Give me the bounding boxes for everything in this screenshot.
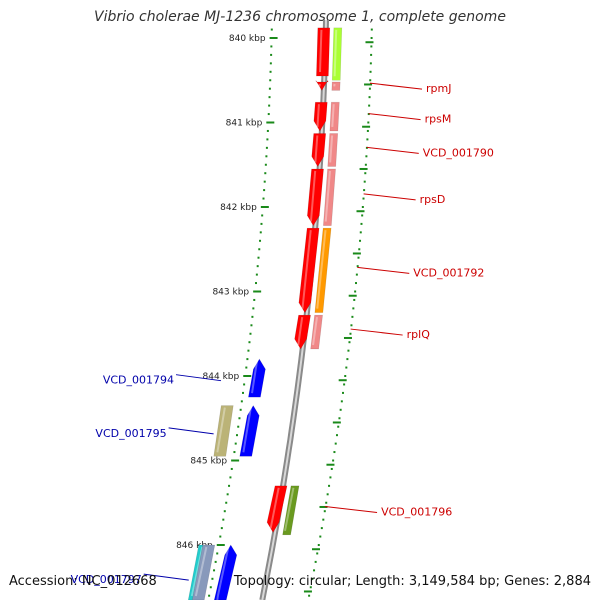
leader-line xyxy=(368,113,421,121)
kbp-tick-label: 844 kbp xyxy=(203,372,240,382)
topology-text: Topology: circular; Length: 3,149,584 bp… xyxy=(233,574,591,589)
feature-highlight xyxy=(284,487,295,532)
kbp-tick-label: 846 kbp xyxy=(176,541,213,551)
gene-feature xyxy=(314,227,332,313)
feature-highlight xyxy=(216,546,230,597)
gene-feature xyxy=(327,133,339,167)
feature-highlight xyxy=(194,546,208,597)
gene-feature xyxy=(310,314,323,350)
gene-label: VCD_001794 xyxy=(103,374,174,387)
leader-line xyxy=(369,82,423,90)
gene-feature xyxy=(331,81,341,91)
gene-feature xyxy=(307,168,324,227)
feature-highlight xyxy=(316,230,327,309)
gene-label: VCD_001790 xyxy=(423,146,494,159)
gene-feature xyxy=(213,405,234,457)
feature-highlight xyxy=(301,230,312,309)
gene-label: rplQ xyxy=(407,328,431,341)
leader-line xyxy=(143,573,189,581)
gene-feature xyxy=(213,544,238,600)
feature-highlight xyxy=(309,170,317,222)
feature-layer xyxy=(187,27,343,600)
gene-label: rpsM xyxy=(425,113,452,126)
kbp-tick-label: 841 kbp xyxy=(226,119,263,129)
gene-feature xyxy=(266,485,288,533)
leader-line xyxy=(350,328,403,336)
gene-feature xyxy=(331,27,343,81)
feature-highlight xyxy=(297,317,304,346)
gene-feature xyxy=(323,168,336,226)
leader-line xyxy=(168,427,214,435)
leader-line xyxy=(357,266,410,274)
kbp-tick-label: 843 kbp xyxy=(212,288,249,298)
gene-label-layer: rpmJ rpsM VCD_001790 rpsD VCD_001792 rplQ VCD_… xyxy=(71,82,494,586)
feature-highlight xyxy=(216,595,219,600)
kbp-tick-label: 845 kbp xyxy=(190,457,227,467)
accession-text: Accession: NC_012668 xyxy=(9,574,157,589)
feature-highlight xyxy=(333,29,338,77)
kbp-tick-label: 840 kbp xyxy=(229,34,266,44)
feature-highlight xyxy=(190,546,204,597)
gene-label: rpmJ xyxy=(426,82,451,95)
feature-highlight xyxy=(269,487,280,529)
leader-line xyxy=(363,193,416,201)
gene-feature xyxy=(298,227,320,314)
leader-line xyxy=(175,374,222,382)
gene-feature xyxy=(248,358,266,398)
map-title: Vibrio cholerae MJ-1236 chromosome 1, co… xyxy=(94,9,506,25)
gene-label: rpsD xyxy=(420,193,446,206)
gene-feature xyxy=(191,544,216,600)
gene-label: VCD_001796 xyxy=(381,506,452,519)
feature-highlight xyxy=(216,407,226,453)
feature-highlight xyxy=(314,135,319,163)
kbp-tick-label: 842 kbp xyxy=(220,203,257,213)
gene-feature xyxy=(311,133,327,168)
feature-highlight xyxy=(312,317,318,346)
leader-line xyxy=(366,146,419,154)
gene-label: VCD_001792 xyxy=(413,266,484,279)
gene-feature xyxy=(315,79,329,91)
gene-label: VCD_001797 xyxy=(71,573,142,586)
feature-highlight xyxy=(329,135,334,163)
leader-line xyxy=(325,506,378,514)
feature-highlight xyxy=(331,104,335,128)
gene-label: VCD_001795 xyxy=(95,427,166,440)
gene-feature xyxy=(313,101,328,132)
gene-feature xyxy=(239,404,260,457)
gene-feature xyxy=(316,27,331,77)
tick-layer: 840 kbp 841 kbp 842 kbp 843 kbp 844 kbp 845 k… xyxy=(176,28,374,597)
feature-highlight xyxy=(324,170,331,222)
feature-highlight xyxy=(318,29,323,73)
gene-feature xyxy=(282,485,300,536)
gene-feature xyxy=(329,101,340,132)
feature-highlight xyxy=(251,360,258,394)
gene-feature xyxy=(294,314,311,350)
feature-highlight xyxy=(316,104,320,128)
feature-highlight xyxy=(242,407,252,453)
